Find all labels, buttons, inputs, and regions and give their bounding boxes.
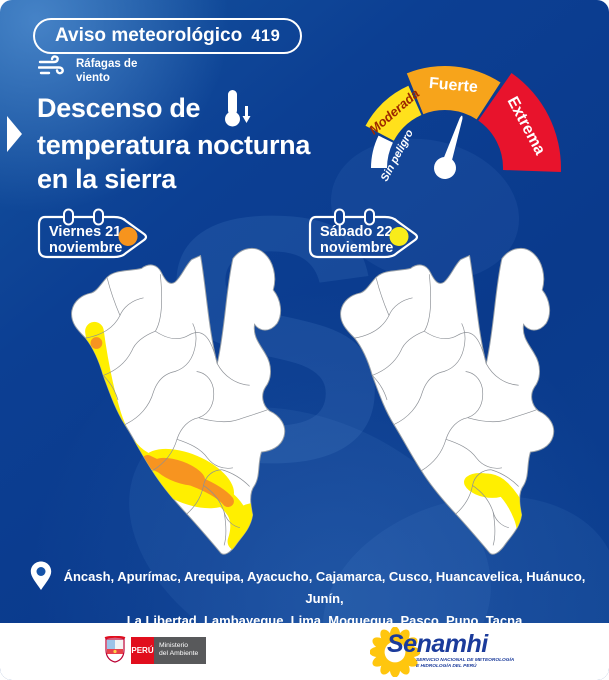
level-dot-yellow — [389, 227, 409, 246]
thermometer-down-icon — [225, 90, 251, 127]
wind-icon — [38, 55, 64, 75]
date-day: Viernes 21 — [49, 224, 121, 240]
calendar-ring-icon — [364, 208, 375, 226]
gauge-segment-sin-peligro — [371, 135, 393, 168]
peru-label: PERÚ — [131, 636, 154, 664]
advisory-number: 419 — [251, 27, 281, 45]
senamhi-logo: Senamhi SERVICIO NACIONAL DE METEOROLOGÍ… — [370, 623, 570, 680]
calendar-ring-icon — [93, 208, 104, 226]
gauge-segment-moderada — [365, 85, 422, 141]
ministry-logo: PERÚ Ministerio del Ambiente — [103, 636, 206, 664]
lake-titicaca — [525, 490, 542, 515]
calendar-ring-icon — [334, 208, 345, 226]
senamhi-sunflower-icon — [370, 627, 420, 677]
date-month: noviembre — [320, 240, 393, 256]
ministry-name: Ministerio del Ambiente — [154, 636, 206, 664]
calendar-ring-icon — [63, 208, 74, 226]
advisory-badge: Aviso meteorológico 419 — [33, 18, 303, 54]
hazard-label: Ráfagas de viento — [76, 58, 138, 84]
date-badge-saturday: Sábado 22 noviembre — [308, 208, 419, 259]
advisory-badge-label: Aviso meteorológico — [55, 25, 243, 46]
warning-spot-orange — [90, 337, 103, 349]
danger-level-gauge: Sin peligro Moderada Fuerte Extrema — [365, 66, 561, 184]
peru-map-friday — [71, 247, 286, 555]
date-month: noviembre — [49, 240, 122, 256]
lake-titicaca — [256, 490, 273, 515]
date-day: Sábado 22 — [320, 224, 393, 240]
peru-map-saturday — [340, 247, 555, 555]
senamhi-subtitle: SERVICIO NACIONAL DE METEOROLOGÍA E HIDR… — [416, 658, 515, 669]
warning-band-orange — [141, 455, 234, 508]
peru-coat-of-arms-icon — [104, 636, 126, 663]
level-dot-orange — [118, 227, 138, 246]
location-pin-icon — [30, 561, 52, 590]
gauge-needle — [434, 115, 463, 179]
gauge-segment-extrema — [478, 73, 561, 172]
footer-bar: PERÚ Ministerio del Ambiente — [0, 623, 609, 680]
gauge-segment-fuerte — [406, 66, 501, 120]
warning-area-yellow — [232, 503, 275, 539]
senamhi-wordmark: Senamhi — [387, 630, 488, 658]
hazard-row: Ráfagas de viento — [38, 54, 137, 85]
date-badge-friday: Viernes 21 noviembre — [37, 208, 148, 259]
title-arrow — [7, 116, 22, 152]
gauge-label-fuerte: Fuerte — [428, 75, 478, 96]
page-title: Descenso de temperatura nocturna en la s… — [37, 88, 310, 196]
